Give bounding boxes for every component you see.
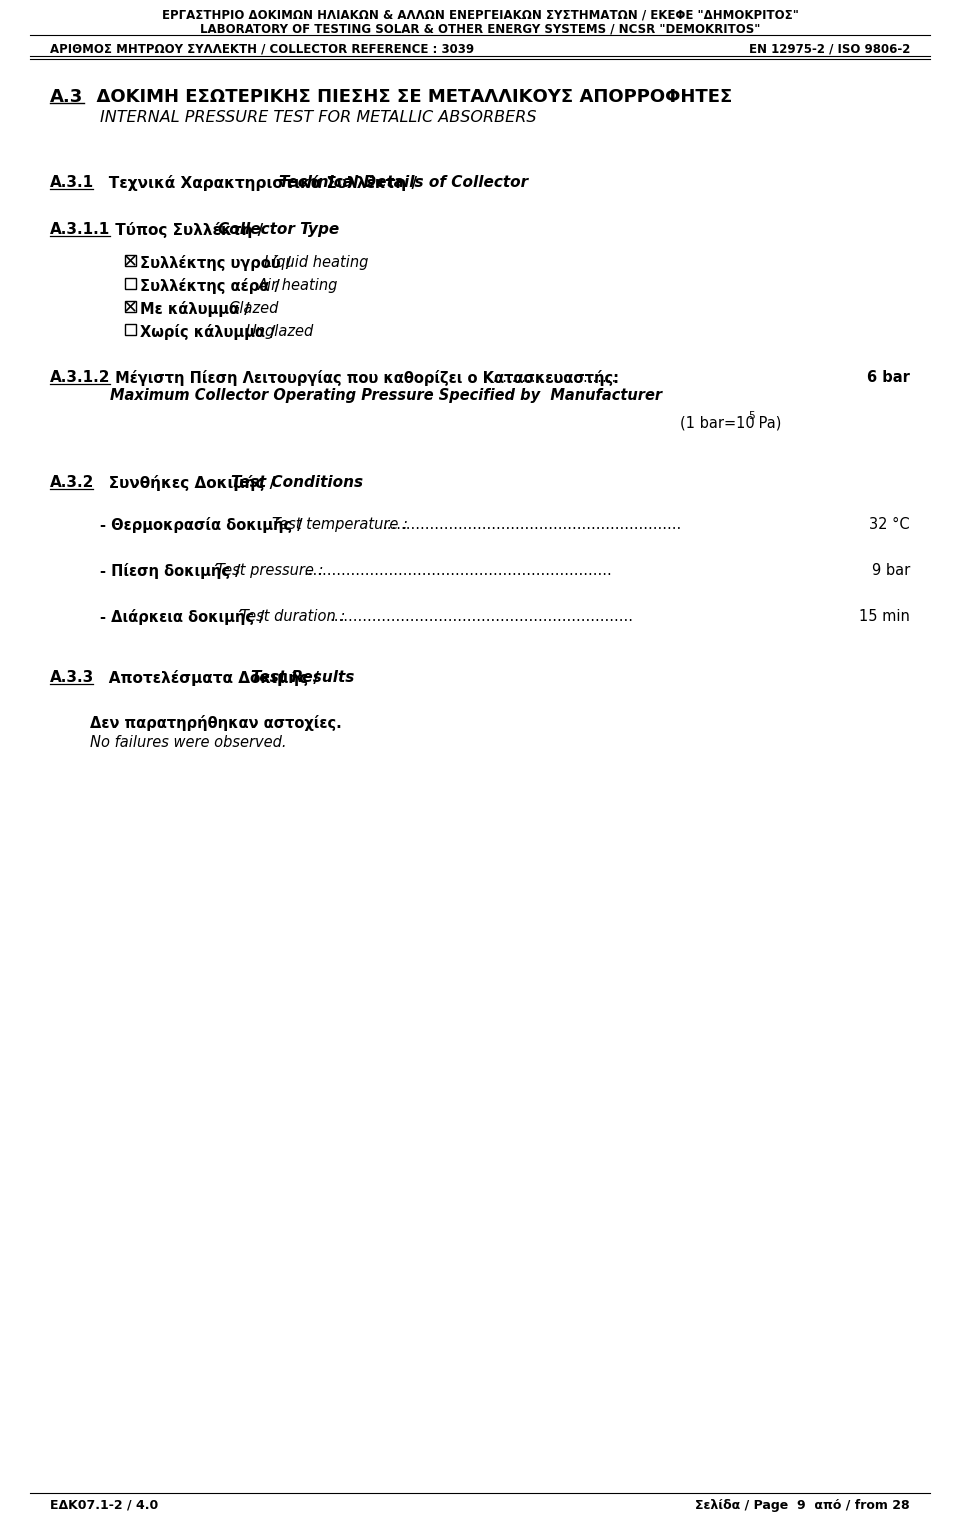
Text: 32 °C: 32 °C [870, 517, 910, 532]
Bar [125, 255, 136, 265]
Text: No failures were observed.: No failures were observed. [90, 735, 286, 750]
Text: - Θερμοκρασία δοκιμής /: - Θερμοκρασία δοκιμής / [100, 517, 308, 534]
Text: 9 bar: 9 bar [872, 562, 910, 578]
Text: ΕΡΓΑΣΤΗΡΙΟ ΔΟΚΙΜΩΝ ΗΛΙΑΚΩΝ & ΑΛΛΩΝ ΕΝΕΡΓΕΙΑΚΩΝ ΣΥΣΤΗΜΑΤΩΝ / ΕΚΕΦΕ "ΔΗΜΟΚΡΙΤΟΣ": ΕΡΓΑΣΤΗΡΙΟ ΔΟΚΙΜΩΝ ΗΛΙΑΚΩΝ & ΑΛΛΩΝ ΕΝΕΡΓ… [161, 8, 799, 21]
Text: Α.3: Α.3 [50, 88, 84, 106]
Text: Unglazed: Unglazed [245, 324, 313, 340]
Text: Συλλέκτης υγρού /: Συλλέκτης υγρού / [140, 255, 297, 271]
Text: Technical Details of Collector: Technical Details of Collector [279, 174, 528, 190]
Text: Air heating: Air heating [258, 277, 338, 293]
Text: Pa): Pa) [754, 415, 781, 431]
Bar [125, 277, 136, 290]
Text: Χωρίς κάλυμμα /: Χωρίς κάλυμμα / [140, 324, 280, 340]
Text: ...........................: ........................... [488, 370, 616, 385]
Text: Μέγιστη Πίεση Λειτουργίας που καθορίζει ο Κατασκευαστής:: Μέγιστη Πίεση Λειτουργίας που καθορίζει … [110, 370, 619, 387]
Text: INTERNAL PRESSURE TEST FOR METALLIC ABSORBERS: INTERNAL PRESSURE TEST FOR METALLIC ABSO… [100, 111, 537, 124]
Text: 15 min: 15 min [859, 609, 910, 625]
Text: .................................................................: ........................................… [303, 562, 612, 578]
Text: Τύπος Συλλέκτη /: Τύπος Συλλέκτη / [110, 221, 269, 238]
Text: Test Results: Test Results [251, 670, 354, 685]
Text: Τεχνικά Χαρακτηριστικά Συλλέκτη /: Τεχνικά Χαρακτηριστικά Συλλέκτη / [93, 174, 422, 191]
Text: Συλλέκτης αέρα /: Συλλέκτης αέρα / [140, 277, 285, 294]
Bar [125, 302, 136, 312]
Text: ΑΡΙΘΜΟΣ ΜΗΤΡΩΟΥ ΣΥΛΛΕΚΤΗ / COLLECTOR REFERENCE : 3039: ΑΡΙΘΜΟΣ ΜΗΤΡΩΟΥ ΣΥΛΛΕΚΤΗ / COLLECTOR REF… [50, 42, 474, 55]
Text: (1 bar=10: (1 bar=10 [680, 415, 755, 431]
Text: Test Conditions: Test Conditions [231, 475, 363, 490]
Text: EN 12975-2 / ISO 9806-2: EN 12975-2 / ISO 9806-2 [749, 42, 910, 55]
Bar [125, 324, 136, 335]
Text: Σελίδα / Page  9  από / from 28: Σελίδα / Page 9 από / from 28 [695, 1499, 910, 1511]
Text: Test pressure :: Test pressure : [216, 562, 324, 578]
Text: Με κάλυμμα /: Με κάλυμμα / [140, 302, 254, 317]
Text: Glazed: Glazed [228, 302, 278, 315]
Text: Α.3.1.2: Α.3.1.2 [50, 370, 110, 385]
Text: Α.3.1: Α.3.1 [50, 174, 94, 190]
Text: Δεν παρατηρήθηκαν αστοχίες.: Δεν παρατηρήθηκαν αστοχίες. [90, 716, 342, 731]
Text: Συνθήκες Δοκιμής /: Συνθήκες Δοκιμής / [93, 475, 280, 491]
Text: Test temperature :: Test temperature : [272, 517, 408, 532]
Text: 5: 5 [748, 411, 755, 421]
Text: Α.3.3: Α.3.3 [50, 670, 94, 685]
Text: 6 bar: 6 bar [867, 370, 910, 385]
Text: Test duration :: Test duration : [240, 609, 346, 625]
Text: ................................................................: ........................................… [329, 609, 633, 625]
Text: Α.3.1.1: Α.3.1.1 [50, 221, 110, 236]
Text: - Πίεση δοκιμής /: - Πίεση δοκιμής / [100, 562, 246, 579]
Text: Maximum Collector Operating Pressure Specified by  Manufacturer: Maximum Collector Operating Pressure Spe… [110, 388, 662, 403]
Text: Liquid heating: Liquid heating [264, 255, 369, 270]
Text: - Διάρκεια δοκιμής /: - Διάρκεια δοκιμής / [100, 609, 270, 625]
Text: LABORATORY OF TESTING SOLAR & OTHER ENERGY SYSTEMS / NCSR "DEMOKRITOS": LABORATORY OF TESTING SOLAR & OTHER ENER… [200, 23, 760, 35]
Text: Collector Type: Collector Type [218, 221, 339, 236]
Text: ΔΟΚΙΜΗ ΕΣΩΤΕΡΙΚΗΣ ΠΙΕΣΗΣ ΣΕ ΜΕΤΑΛΛΙΚΟΥΣ ΑΠΟΡΡΟΦΗΤΕΣ: ΔΟΚΙΜΗ ΕΣΩΤΕΡΙΚΗΣ ΠΙΕΣΗΣ ΣΕ ΜΕΤΑΛΛΙΚΟΥΣ … [84, 88, 732, 106]
Text: Αποτελέσματα Δοκιμής /: Αποτελέσματα Δοκιμής / [93, 670, 324, 687]
Text: ...............................................................: ........................................… [382, 517, 682, 532]
Text: ΕΔΚ07.1-2 / 4.0: ΕΔΚ07.1-2 / 4.0 [50, 1499, 158, 1511]
Text: Α.3.2: Α.3.2 [50, 475, 94, 490]
